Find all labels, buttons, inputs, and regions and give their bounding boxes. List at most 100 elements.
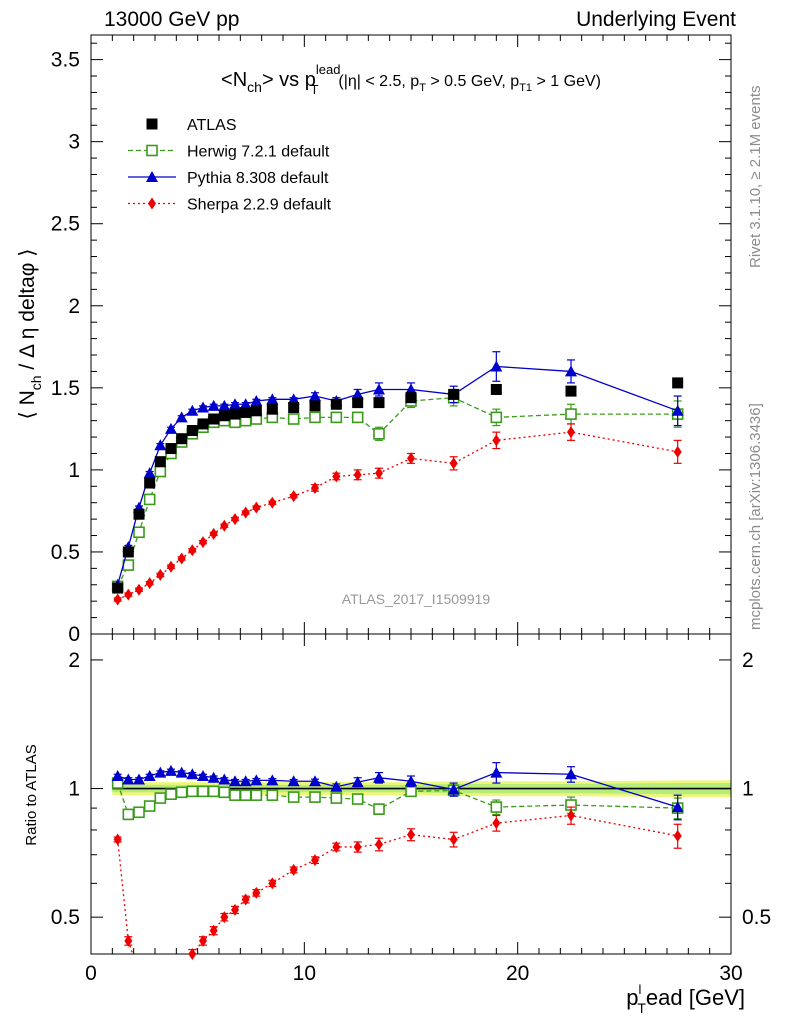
ratio-data-point [287,791,300,803]
ratio-data-point [671,801,684,813]
title-part-b: > vs p [262,69,316,91]
x-tick-label: 30 [719,962,742,985]
ratio-data-point [188,948,197,960]
ratio-data-point [565,768,577,780]
xlabel-sup: l [638,982,641,997]
main-data-point [567,426,575,439]
ratio-data-point [375,838,383,851]
main-data-point [133,508,145,520]
ratio-data-point [165,788,177,801]
main-data-point [154,439,167,451]
main-data-point [266,403,278,415]
main-data-point [175,411,188,423]
main-y-tick-label: 2 [68,295,80,318]
ratio-data-point [351,793,364,805]
ratio-panel-data [111,762,684,960]
main-data-point [490,383,502,395]
legend-label: Sherpa 2.2.9 default [187,197,332,214]
main-data-point [309,390,321,402]
header-energy-label: 13000 GeV pp [104,8,240,31]
x-axis-label: pl Tead [GeV] [626,982,745,1016]
main-data-point [351,388,364,400]
legend-marker [146,171,158,182]
title-sub-ch: ch [247,79,262,95]
main-y-tick-label: 3 [68,131,80,154]
ratio-data-point [239,789,252,801]
ratio-data-point [351,776,364,788]
main-data-point [672,377,684,389]
legend-label: ATLAS [187,117,237,134]
ratio-line-sherpa [117,839,129,941]
ratio-data-point [199,934,207,947]
main-series-atlas [112,377,684,594]
ratio-data-point [287,775,300,787]
main-data-point [351,411,364,424]
ratio-data-point [113,833,122,846]
main-line-pythia [117,365,678,585]
main-data-point [188,544,197,557]
main-data-point [218,399,231,411]
ratio-data-point [241,893,250,906]
main-data-point [287,413,300,425]
main-data-point [143,467,156,479]
legend-marker [146,118,158,130]
ratio-y-tick-label: 2 [68,649,80,672]
ratio-data-point [124,934,133,947]
analysis-watermark: ATLAS_2017_I1509919 [342,591,491,607]
main-data-point [231,513,239,526]
ratio-data-point [289,863,298,876]
ratio-data-point [207,785,220,798]
main-y-tick-label: 1.5 [51,377,80,400]
ratio-y-axis-label: Ratio to ATLAS [23,744,40,845]
ratio-line-sherpa-clip [127,940,134,955]
main-data-point [165,443,177,455]
main-data-point [144,477,156,489]
ratio-data-point [197,785,209,798]
main-data-point [266,393,279,405]
main-data-point [167,560,175,573]
ratio-data-point [186,785,199,798]
ratio-data-point [405,775,417,787]
ratio-data-point [186,768,199,780]
main-data-point [332,470,341,483]
ratio-data-point [175,786,188,799]
ratio-data-point [111,770,124,782]
main-data-point [186,404,199,416]
main-y-axis-label: ⟨ Nch / Δ η deltaφ ⟩ [16,249,44,420]
ratio-data-point [218,786,231,799]
x-tick-label: 0 [85,962,97,985]
title-part-e: > 1 GeV) [532,73,601,90]
ratio-series-sherpa [113,806,682,960]
ratio-data-point [492,817,501,830]
main-data-point [490,411,503,424]
main-data-point [250,394,263,406]
ratio-y-tick-label-right: 2 [742,649,754,672]
main-panel-data [111,351,684,606]
plot-title: <Nch> vs plead T (|η| < 2.5, pT > 0.5 GeV,… [221,62,601,97]
ratio-data-point [154,792,167,804]
main-y-tick-label: 2.5 [51,213,80,236]
axis-tick-labels: 0 10 20 30 0 0.5 1 1.5 2 2.5 3 3.5 0.5 0.5 1 1 2 2 [51,49,771,985]
main-data-point [122,546,134,558]
main-line-sherpa [117,431,678,601]
ratio-data-point [309,775,321,787]
ratio-data-point [231,903,239,916]
main-data-point [490,360,503,372]
ratio-data-point [405,785,417,798]
ratio-data-point [250,789,263,801]
ratio-series-pythia [111,762,684,821]
main-series-sherpa [113,423,682,606]
title-sup-lead: lead [316,62,341,77]
ratio-data-point [133,806,145,819]
main-data-point [208,413,220,425]
main-data-point [289,490,298,503]
main-data-point [492,434,501,447]
ratio-data-point [490,766,503,778]
main-data-point [448,388,460,400]
main-data-point [112,582,124,594]
ratio-data-point [490,801,503,813]
main-data-point [199,536,207,549]
ratio-data-point [252,886,261,899]
ratio-data-point [447,783,460,795]
